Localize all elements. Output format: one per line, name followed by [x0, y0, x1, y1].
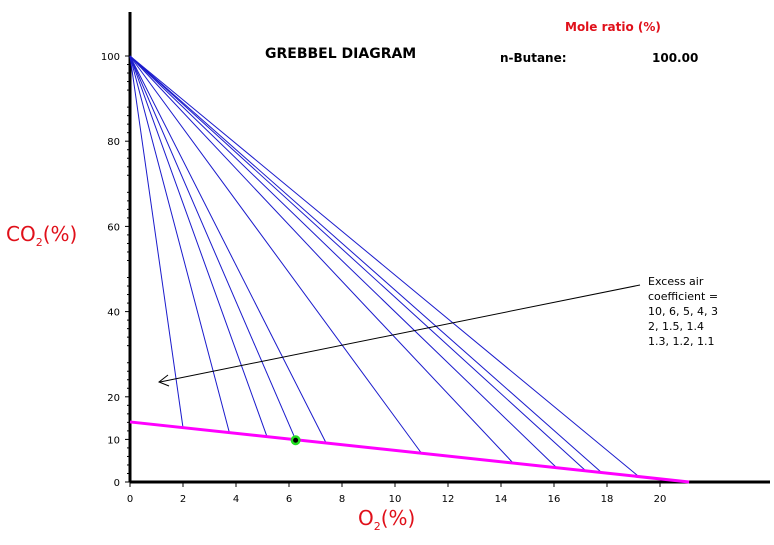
excess-air-line	[129, 55, 603, 473]
annotation-line: 10, 6, 5, 4, 3	[648, 305, 718, 318]
y-axis-label: CO2(%)	[6, 222, 77, 249]
x-tick-label: 14	[495, 494, 508, 505]
x-tick-label: 6	[286, 494, 292, 505]
y-tick-label: 0	[114, 478, 120, 489]
x-label-main: O	[358, 506, 374, 530]
x-tick-label: 10	[389, 494, 402, 505]
fuel-name: n-Butane:	[500, 51, 567, 65]
x-tick-label: 18	[601, 494, 614, 505]
chart-title: GREBBEL DIAGRAM	[265, 46, 417, 62]
x-tick-label: 12	[442, 494, 455, 505]
x-label-unit: (%)	[380, 506, 416, 530]
y-label-unit: (%)	[42, 222, 78, 246]
x-label-sub: 2	[373, 520, 381, 533]
combustion-line	[129, 420, 690, 484]
y-label-sub: 2	[35, 236, 43, 249]
excess-air-line	[129, 55, 514, 464]
excess-air-line	[129, 55, 640, 477]
y-tick-label: 80	[107, 137, 120, 148]
x-tick-label: 8	[339, 494, 345, 505]
annotation-line: 2, 1.5, 1.4	[648, 320, 704, 333]
x-tick-label: 4	[233, 494, 239, 505]
excess-air-annotation: Excess air coefficient = 10, 6, 5, 4, 3 …	[648, 274, 718, 349]
y-tick-label: 10	[107, 435, 120, 446]
x-tick-label: 16	[548, 494, 561, 505]
y-tick-label: 40	[107, 308, 120, 319]
operating-point-marker	[293, 437, 299, 443]
arrow-head-icon	[158, 374, 170, 387]
annotation-arrow-line	[159, 284, 641, 383]
x-tick-label: 2	[180, 494, 186, 505]
excess-air-line	[129, 55, 557, 469]
x-axis-label: O2(%)	[358, 506, 415, 533]
y-tick-label: 20	[107, 393, 120, 404]
excess-air-line	[129, 55, 587, 472]
y-label-main: CO	[6, 222, 36, 246]
excess-air-line	[129, 55, 297, 440]
y-tick-label: 60	[107, 222, 120, 233]
annotation-line: 1.3, 1.2, 1.1	[648, 335, 715, 348]
annotation-line: coefficient =	[648, 290, 719, 303]
y-tick-label: 100	[101, 52, 120, 63]
excess-air-line	[129, 55, 268, 437]
excess-air-line	[129, 55, 184, 428]
excess-air-line	[129, 55, 230, 433]
mole-ratio-label: Mole ratio (%)	[565, 20, 661, 34]
excess-air-line	[129, 55, 327, 444]
annotation-line: Excess air	[648, 275, 704, 288]
x-tick-label: 0	[127, 494, 133, 505]
x-tick-label: 20	[654, 494, 667, 505]
fuel-value: 100.00	[652, 51, 699, 65]
excess-air-line	[129, 55, 422, 454]
